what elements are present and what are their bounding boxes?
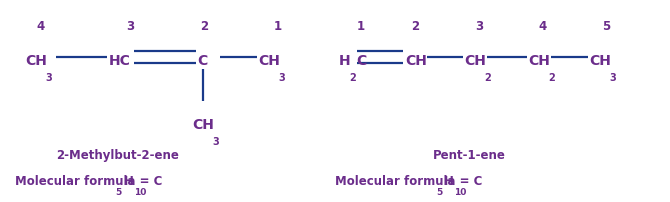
Text: 3: 3	[610, 73, 616, 83]
Text: CH: CH	[405, 54, 427, 68]
Text: HC: HC	[109, 54, 131, 68]
Text: 10: 10	[454, 188, 466, 197]
Text: 4: 4	[539, 20, 547, 33]
Text: 1: 1	[274, 20, 282, 33]
Text: CH: CH	[590, 54, 612, 68]
Text: H: H	[338, 54, 350, 68]
Text: H: H	[444, 175, 454, 188]
Text: CH: CH	[25, 54, 48, 68]
Text: 5: 5	[436, 188, 442, 197]
Text: Pent-1-ene: Pent-1-ene	[433, 149, 505, 162]
Text: 10: 10	[134, 188, 146, 197]
Text: CH: CH	[258, 54, 280, 68]
Text: C: C	[198, 54, 208, 68]
Text: 3: 3	[46, 73, 52, 83]
Text: 3: 3	[212, 137, 219, 147]
Text: 3: 3	[475, 20, 483, 33]
Text: 2: 2	[200, 20, 208, 33]
Text: 3: 3	[278, 73, 285, 83]
Text: 1: 1	[356, 20, 364, 33]
Text: H: H	[124, 175, 134, 188]
Text: 3: 3	[127, 20, 135, 33]
Text: Molecular formula = C: Molecular formula = C	[15, 175, 162, 188]
Text: 2: 2	[548, 73, 555, 83]
Text: CH: CH	[192, 118, 214, 132]
Text: Molecular formula = C: Molecular formula = C	[335, 175, 482, 188]
Text: 2: 2	[349, 73, 356, 83]
Text: 5: 5	[115, 188, 122, 197]
Text: 2: 2	[484, 73, 491, 83]
Text: C: C	[356, 54, 366, 68]
Text: CH: CH	[464, 54, 486, 68]
Text: 5: 5	[602, 20, 610, 33]
Text: 2: 2	[411, 20, 419, 33]
Text: CH: CH	[528, 54, 550, 68]
Text: 4: 4	[36, 20, 44, 33]
Text: 2-Methylbut-2-ene: 2-Methylbut-2-ene	[56, 149, 179, 162]
